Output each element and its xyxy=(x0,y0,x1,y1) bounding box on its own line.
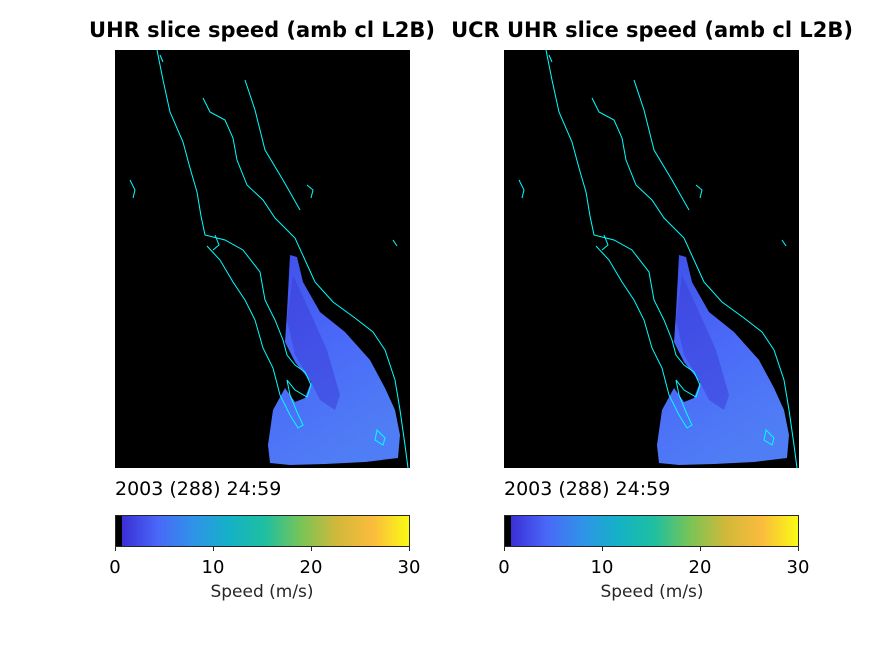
panel-1-tick-mark-0 xyxy=(115,547,116,551)
panel-2-speed-shade xyxy=(676,275,729,410)
panel-1-tick-mark-20 xyxy=(311,547,312,551)
panel-2-tick-mark-10 xyxy=(602,547,603,551)
panel-2-map-svg xyxy=(518,50,798,468)
panel-1-timestamp: 2003 (288) 24:59 xyxy=(115,478,282,500)
panel-2-tick-label-0: 0 xyxy=(498,557,510,578)
panel-1-tick-label-0: 0 xyxy=(109,557,121,578)
panel-2-timestamp: 2003 (288) 24:59 xyxy=(504,478,671,500)
panel-1-tick-mark-10 xyxy=(213,547,214,551)
panel-1-coastline xyxy=(129,50,409,468)
panel-2-coastline xyxy=(518,50,798,468)
panel-1-map-svg xyxy=(129,50,409,468)
panel-2-tick-label-30: 30 xyxy=(786,557,810,578)
panel-1-tick-mark-30 xyxy=(409,547,410,551)
panel-2-tick-label-10: 10 xyxy=(590,557,614,578)
panel-2-tick-label-20: 20 xyxy=(688,557,712,578)
panel-1-tick-label-20: 20 xyxy=(299,557,323,578)
panel-2-title: UCR UHR slice speed (amb cl L2B) xyxy=(451,18,853,42)
panel-2-colorbar-label: Speed (m/s) xyxy=(600,582,704,602)
panel-2-colorbar xyxy=(504,515,799,547)
panel-1-colorbar xyxy=(115,515,410,547)
panel-1-tick-label-30: 30 xyxy=(397,557,421,578)
panel-1-speed-shade xyxy=(287,275,340,410)
panel-1-tick-label-10: 10 xyxy=(201,557,225,578)
panel-1-map xyxy=(115,50,410,468)
panel-2-tick-mark-30 xyxy=(798,547,799,551)
panel-1-colorbar-label: Speed (m/s) xyxy=(210,582,314,602)
panel-2-tick-mark-20 xyxy=(700,547,701,551)
panel-1-title: UHR slice speed (amb cl L2B) xyxy=(89,18,435,42)
panel-2-map xyxy=(504,50,799,468)
panel-2-tick-mark-0 xyxy=(504,547,505,551)
